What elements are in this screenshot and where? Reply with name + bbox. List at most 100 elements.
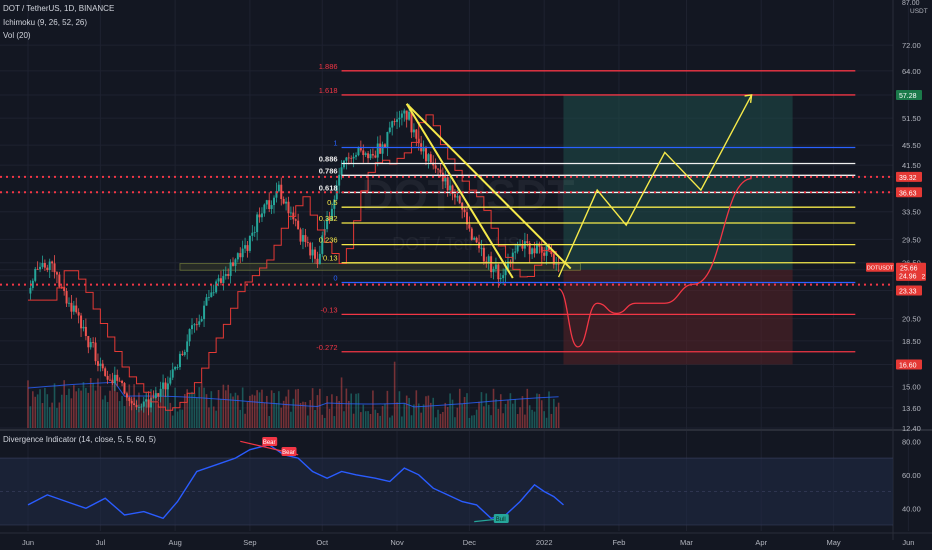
candle-body	[188, 329, 191, 342]
volume-bar	[396, 402, 398, 428]
candle-body	[164, 382, 167, 390]
price-badge	[896, 285, 922, 296]
candle-body	[502, 275, 505, 279]
candle-body	[263, 204, 266, 214]
time-axis-tick: Jun	[902, 538, 914, 547]
volume-bar	[241, 387, 244, 428]
volume-bar	[198, 387, 201, 428]
candle-body	[241, 248, 244, 258]
price-badge	[896, 270, 922, 281]
candle-body	[374, 155, 377, 158]
volume-bar	[413, 404, 415, 428]
support-zone[interactable]	[179, 263, 581, 271]
candle-body	[275, 191, 278, 198]
volume-bar	[292, 398, 295, 428]
candle-body	[516, 245, 519, 252]
price-badge-value: 23.33	[899, 288, 917, 295]
volume-bar	[439, 413, 442, 428]
candle-body	[285, 201, 288, 204]
volume-bar	[162, 384, 164, 428]
volume-bar	[227, 384, 229, 428]
volume-bar	[524, 414, 526, 428]
fib-level-label: 0.236	[319, 236, 338, 245]
ichimoku-legend[interactable]: Ichimoku (9, 26, 52, 26)	[3, 18, 88, 27]
candle-body	[176, 367, 179, 368]
volume-bar	[99, 386, 102, 428]
volume-bar	[191, 391, 193, 428]
candle-body	[207, 297, 210, 298]
candle-body	[412, 129, 415, 133]
volume-bar	[473, 415, 476, 428]
volume-bar	[304, 402, 307, 428]
volume-bar	[44, 387, 46, 428]
candle-body	[99, 363, 102, 366]
candle-body	[465, 212, 468, 225]
candle-body	[400, 113, 403, 118]
candle-body	[121, 380, 124, 384]
volume-bar	[311, 388, 314, 428]
bullish-projection-path[interactable]	[557, 94, 753, 278]
volume-bar	[485, 393, 488, 428]
candle-body	[437, 168, 440, 170]
candle-body	[299, 229, 302, 242]
time-axis-tick: Mar	[680, 538, 693, 547]
time-axis-tick: May	[827, 538, 841, 547]
volume-legend[interactable]: Vol (20)	[3, 31, 31, 40]
divergence-badge-label: Bear	[282, 450, 295, 456]
volume-bar	[193, 393, 196, 428]
volume-bar	[333, 416, 336, 428]
candle-body	[494, 264, 497, 269]
candle-body	[280, 184, 283, 199]
candle-body	[340, 167, 343, 175]
volume-bar	[249, 395, 251, 428]
price-badge	[896, 171, 922, 182]
volume-bar	[321, 414, 324, 428]
candle-body	[65, 291, 68, 304]
candle-body	[39, 266, 42, 270]
volume-bar	[208, 407, 210, 428]
candle-body	[347, 157, 350, 159]
candle-body	[444, 177, 447, 182]
volume-bar	[51, 402, 53, 428]
candle-body	[429, 154, 432, 163]
time-axis-tick: Oct	[316, 538, 329, 547]
volume-bar	[347, 400, 350, 428]
volume-bar	[345, 388, 348, 428]
candle-body	[504, 268, 507, 276]
volume-bar	[155, 390, 157, 428]
fib-level-label: 1.618	[319, 86, 338, 95]
price-badge-value: 39.32	[899, 175, 917, 182]
candle-body	[191, 325, 194, 330]
volume-bar	[261, 389, 263, 428]
price-badge-value: 24.96	[899, 274, 917, 281]
volume-bar	[152, 394, 155, 428]
candle-body	[294, 219, 297, 221]
volume-bar	[502, 413, 504, 428]
candle-body	[169, 377, 172, 384]
candle-body	[154, 393, 157, 399]
candle-body	[364, 153, 367, 155]
volume-bar	[398, 391, 401, 428]
volume-bar	[273, 392, 275, 428]
trendline-inner[interactable]	[405, 103, 514, 279]
bearish-projection-path[interactable]	[558, 177, 752, 348]
volume-bar	[410, 415, 413, 428]
long-target-zone[interactable]	[563, 94, 793, 270]
volume-bar	[451, 399, 454, 428]
candle-body	[376, 143, 379, 158]
volume-bar	[487, 404, 490, 428]
volume-bar	[29, 406, 32, 428]
divergence-legend[interactable]: Divergence Indicator (14, close, 5, 5, 6…	[3, 435, 156, 444]
candle-body	[393, 121, 396, 123]
volume-bar	[548, 391, 550, 428]
candle-body	[434, 165, 437, 169]
trendline-outer[interactable]	[405, 103, 572, 270]
volume-bar	[121, 395, 123, 428]
candle-body	[381, 144, 384, 154]
volume-bar	[39, 389, 41, 428]
volume-bar	[106, 401, 109, 428]
volume-bar	[555, 406, 558, 428]
volume-bar	[210, 391, 213, 428]
volume-bar	[41, 403, 44, 428]
